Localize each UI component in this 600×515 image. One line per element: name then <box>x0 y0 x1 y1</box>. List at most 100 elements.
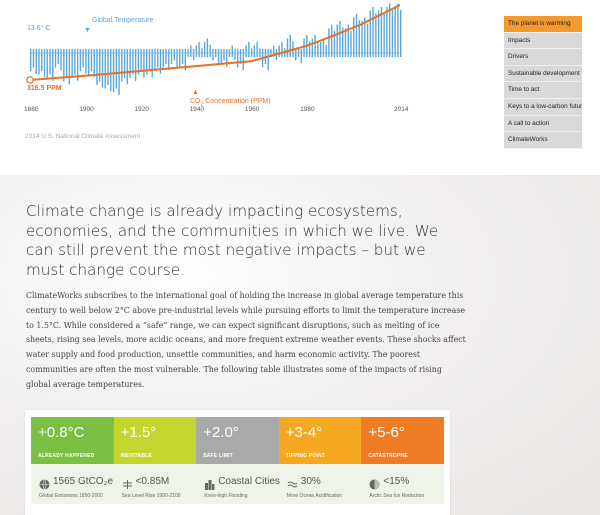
temperature-bar <box>101 49 104 88</box>
nav-item-the-planet-is-warming[interactable]: The planet is warming <box>504 16 582 33</box>
temperature-bar <box>375 13 377 58</box>
temperature-bar <box>369 10 372 57</box>
temperature-tag: SAFE LIMIT <box>203 453 233 459</box>
temperature-bar <box>46 49 48 78</box>
temperature-bar <box>358 20 360 57</box>
temperature-bar <box>54 49 57 68</box>
temperature-impact-table: +0.8°C ALREADY HAPPENED +1.5° INEVITABLE +2.… <box>25 410 450 515</box>
temperature-bar <box>336 24 338 57</box>
temperature-value: +0.8°C <box>38 424 85 441</box>
temperature-bar <box>256 42 258 57</box>
temperature-tag: INEVITABLE <box>120 453 152 459</box>
temperature-bar <box>184 49 187 71</box>
temperature-bar <box>49 49 51 75</box>
temperature-bar <box>129 49 131 78</box>
year-tick-label: 1880 <box>24 106 39 113</box>
temperature-value: +3-4° <box>285 424 323 441</box>
impact-cell: 1565 GtCO₂e Global Emissions 1850-2000 <box>31 464 114 504</box>
temperature-bar <box>347 24 349 57</box>
temperature-bar <box>212 49 214 61</box>
temperature-bar <box>85 49 87 74</box>
temperature-bar <box>190 45 192 57</box>
temperature-value: +5-6° <box>368 424 405 441</box>
impact-description: Sea Level Rise 1990-2100 <box>121 493 181 499</box>
temperature-bar <box>206 38 209 57</box>
nav-item-keys-to-a-low-carbon-future[interactable]: Keys to a low-carbon future <box>504 99 582 116</box>
impact-cell: <15% Arctic Sea Ice Reduction <box>361 464 444 504</box>
co2-marker-icon: ▲ <box>192 89 199 96</box>
nav-item-climateworks[interactable]: ClimateWorks <box>504 132 582 149</box>
temperature-bar <box>388 3 391 57</box>
co2-line <box>29 4 401 81</box>
temperature-bar <box>231 45 233 57</box>
impact-value: 30% <box>300 476 321 487</box>
impact-description: Global Emissions 1850-2000 <box>39 493 103 499</box>
temperature-bar <box>32 49 35 68</box>
year-tick-label: 2014 <box>394 106 409 113</box>
temperature-bar <box>201 48 203 57</box>
temperature-co2-chart <box>26 3 402 95</box>
temperature-bar <box>87 49 90 75</box>
temperature-row: +0.8°C ALREADY HAPPENED +1.5° INEVITABLE +2.… <box>31 417 444 464</box>
temperature-tag: ALREADY HAPPENED <box>38 453 95 459</box>
temperature-bar <box>308 41 311 57</box>
temperature-bar <box>253 45 256 57</box>
temperature-bar <box>137 49 140 75</box>
temperature-bar <box>377 10 380 57</box>
ice-icon <box>369 477 380 490</box>
temperature-bar <box>76 49 79 81</box>
temperature-bar <box>60 49 62 71</box>
temperature-tag: CATASTROPHE <box>368 453 408 459</box>
temperature-bar <box>245 45 247 57</box>
temperature-bar <box>104 49 106 89</box>
temperature-bar <box>344 28 347 57</box>
temperature-bar <box>115 49 117 89</box>
temperature-bar <box>30 49 32 71</box>
temperature-level-cell: +0.8°C ALREADY HAPPENED <box>31 417 114 464</box>
temperature-bar <box>355 14 358 57</box>
temperature-bar <box>82 49 84 68</box>
nav-item-drivers[interactable]: Drivers <box>504 49 582 66</box>
impact-value: <0.85M <box>135 476 170 487</box>
section-nav: The planet is warming Impacts Drivers Susta… <box>504 16 582 149</box>
year-tick-label: 1940 <box>189 106 205 113</box>
temperature-bar <box>68 49 71 85</box>
content-section: Climate change is already impacting ecos… <box>0 175 600 515</box>
temperature-bar <box>281 42 283 57</box>
start-temperature-label: 13.6° C <box>27 25 51 32</box>
temperature-bar <box>107 49 109 85</box>
nav-item-a-call-to-action[interactable]: A call to action <box>504 116 582 133</box>
temperature-bar <box>173 49 175 61</box>
temperature-value: +2.0° <box>203 424 239 441</box>
start-ppm-label: 316.5 PPM <box>27 85 62 92</box>
temperature-bar <box>322 38 325 57</box>
temperature-bar <box>140 49 142 71</box>
temperature-bar <box>330 24 333 57</box>
temperature-bar <box>223 49 225 61</box>
temperature-bar <box>134 49 137 81</box>
temperature-bar <box>220 49 222 64</box>
temperature-bar <box>237 49 239 68</box>
temperature-bar <box>165 49 167 64</box>
nav-item-time-to-act[interactable]: Time to act <box>504 82 582 99</box>
temperature-bar <box>121 49 123 82</box>
temperature-bar <box>342 27 344 57</box>
temperature-bar <box>74 49 76 75</box>
sea-level-icon <box>122 477 133 489</box>
temperature-bar <box>259 48 261 57</box>
nav-item-impacts[interactable]: Impacts <box>504 33 582 50</box>
temperature-bar <box>319 42 322 57</box>
temperature-bar <box>380 7 383 57</box>
temperature-bar <box>372 7 374 57</box>
temperature-bar <box>333 30 336 57</box>
temperature-bar <box>162 49 164 68</box>
temperature-level-cell: +1.5° INEVITABLE <box>113 417 197 464</box>
nav-item-sustainable-development[interactable]: Sustainable development <box>504 66 582 83</box>
temperature-level-cell: +5-6° CATASTROPHE <box>361 417 444 464</box>
impact-value: 1565 GtCO₂e <box>53 476 114 487</box>
year-tick-label: 1920 <box>134 106 149 113</box>
temperature-bar <box>65 49 68 78</box>
temperature-bar <box>145 49 148 75</box>
temperature-bar <box>350 30 352 57</box>
temperature-bar <box>272 45 275 57</box>
